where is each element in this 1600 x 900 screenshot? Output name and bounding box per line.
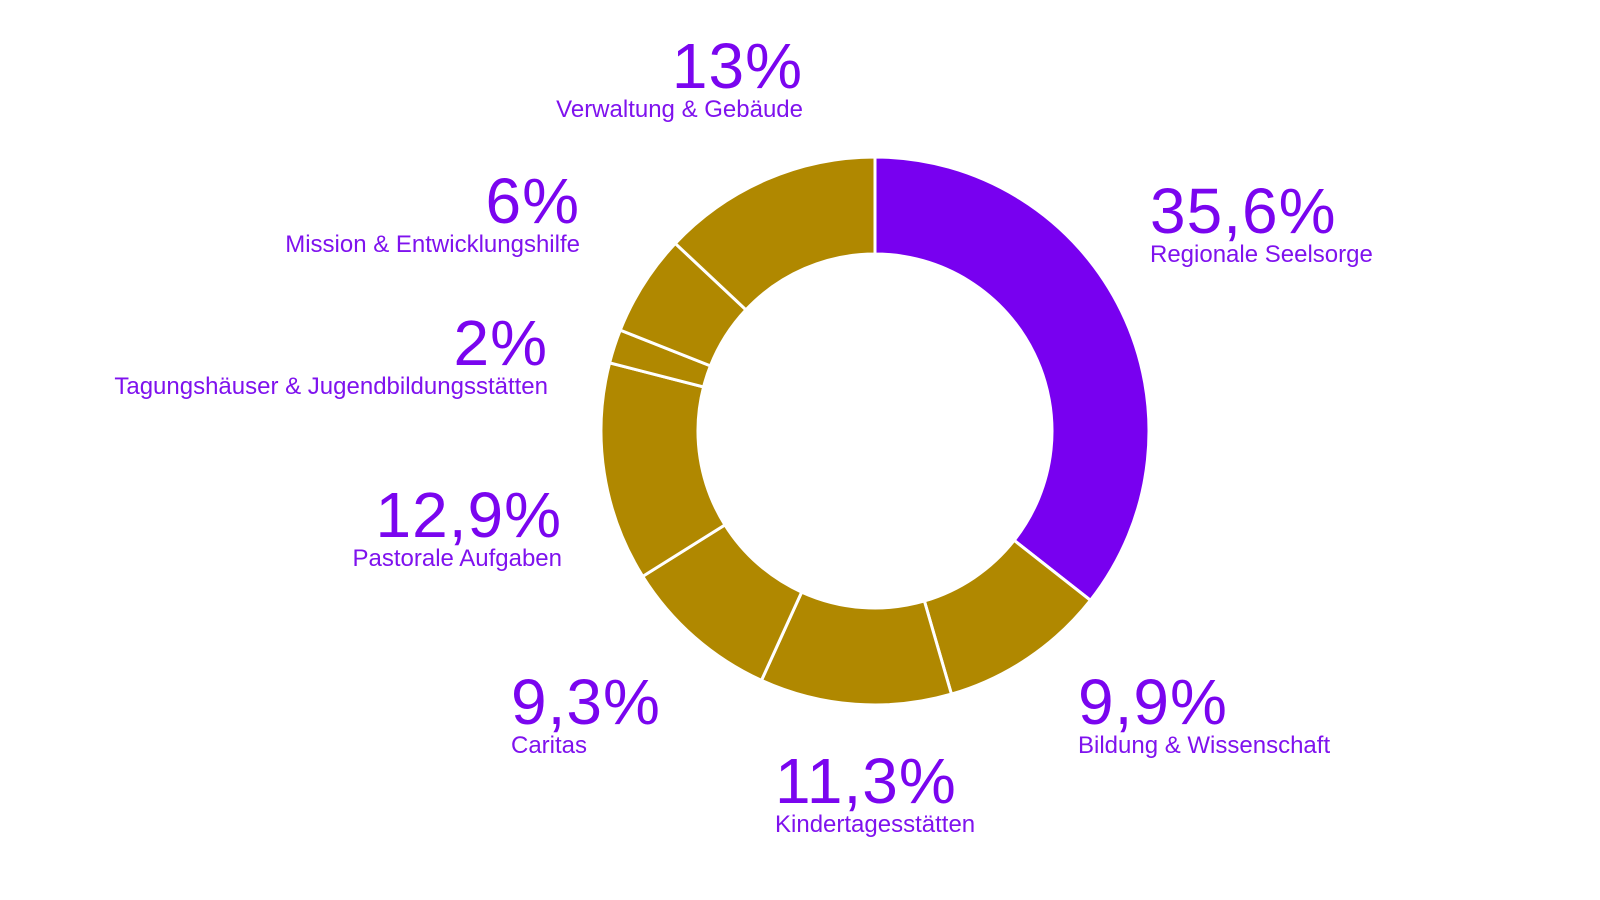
label-kindertagesstaetten: 11,3% Kindertagesstätten (775, 749, 975, 839)
label-tagungshaeuser: 2% Tagungshäuser & Jugendbildungsstätten (114, 311, 548, 401)
slice-label: Verwaltung & Gebäude (556, 96, 803, 123)
slice-label: Bildung & Wissenschaft (1078, 732, 1331, 759)
slice-percent: 9,9% (1078, 666, 1228, 738)
slice-percent: 12,9% (375, 479, 562, 551)
label-regionale-seelsorge: 35,6% Regionale Seelsorge (1150, 179, 1373, 269)
slice-percent: 11,3% (775, 745, 957, 817)
label-pastorale: 12,9% Pastorale Aufgaben (353, 483, 563, 573)
label-mission: 6% Mission & Entwicklungshilfe (285, 169, 580, 259)
slice-percent: 13% (671, 30, 803, 102)
slice-label: Caritas (511, 732, 588, 759)
donut-slice-7 (673, 155, 877, 312)
label-caritas: 9,3% Caritas (511, 670, 661, 760)
slice-label: Kindertagesstätten (775, 811, 976, 838)
slice-label: Mission & Entwicklungshilfe (285, 231, 580, 258)
slice-percent: 6% (485, 165, 580, 237)
slice-percent: 9,3% (511, 666, 661, 738)
slice-label: Regionale Seelsorge (1150, 241, 1373, 268)
label-bildung: 9,9% Bildung & Wissenschaft (1078, 670, 1330, 760)
slice-label: Tagungshäuser & Jugendbildungsstätten (114, 373, 548, 400)
donut-slice-0 (873, 155, 1151, 603)
label-verwaltung: 13% Verwaltung & Gebäude (556, 34, 803, 124)
slice-percent: 2% (453, 307, 548, 379)
slice-label: Pastorale Aufgaben (352, 545, 563, 572)
slice-percent: 35,6% (1150, 175, 1337, 247)
